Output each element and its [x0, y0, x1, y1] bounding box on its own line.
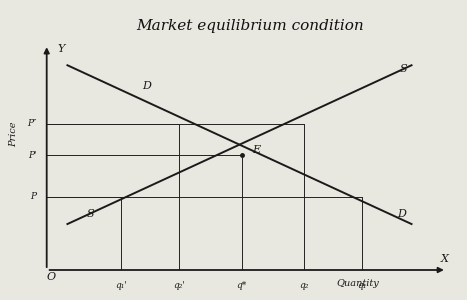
Text: S: S — [86, 208, 94, 219]
Text: P: P — [30, 192, 36, 201]
Text: P″: P″ — [27, 119, 36, 128]
Text: q₁: q₁ — [357, 281, 367, 290]
Text: P': P' — [28, 151, 36, 160]
Text: E: E — [252, 145, 260, 155]
Text: q₁': q₁' — [115, 281, 127, 290]
Text: q₂: q₂ — [299, 281, 308, 290]
Text: D: D — [397, 208, 406, 219]
Text: D: D — [142, 81, 151, 91]
Text: Quantity: Quantity — [336, 279, 379, 288]
Text: q*: q* — [236, 281, 247, 290]
Text: q₂': q₂' — [173, 281, 185, 290]
Text: X: X — [441, 254, 449, 263]
Text: Price: Price — [9, 122, 18, 147]
Text: Y: Y — [57, 44, 65, 53]
Title: Market equilibrium condition: Market equilibrium condition — [136, 20, 364, 33]
Text: S: S — [399, 64, 407, 74]
Text: O: O — [46, 272, 56, 282]
